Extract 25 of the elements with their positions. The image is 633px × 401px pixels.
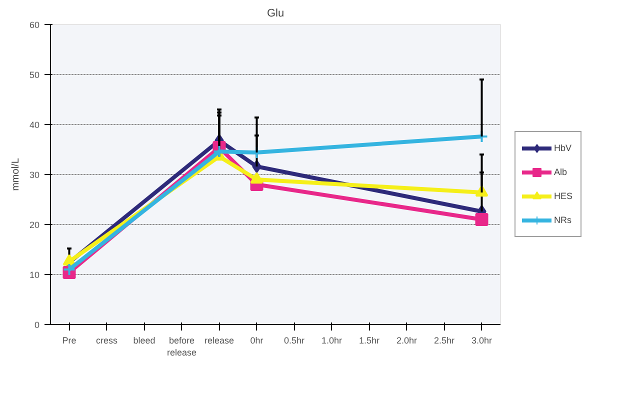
x-tick-label: Pre [62, 336, 76, 346]
legend-label: Alb [554, 167, 568, 177]
y-tick-label: 50 [29, 70, 40, 80]
x-tick-label: cress [96, 336, 118, 346]
y-tick-label: 10 [29, 270, 40, 280]
x-tick-label: 0.5hr [284, 336, 305, 346]
x-tick-label: release [204, 336, 234, 346]
x-tick-label: 1.5hr [358, 336, 380, 346]
x-tick-label: 2.0hr [396, 336, 418, 346]
y-tick-label: 30 [29, 170, 40, 180]
legend-label: NRs [554, 215, 572, 225]
chart-title: Glu [266, 8, 284, 20]
y-tick-label: 0 [34, 320, 40, 330]
x-tick-label: bleed [133, 336, 156, 346]
x-tick-label: 0hr [250, 336, 264, 346]
y-axis-title: mmol/L [10, 158, 22, 191]
y-tick-label: 40 [29, 120, 40, 130]
y-tick-label: 60 [29, 20, 40, 30]
legend-label: HES [554, 191, 574, 201]
x-tick-label: 3.0hr [471, 336, 492, 346]
x-tick-label: 1.0hr [321, 336, 342, 346]
x-tick-label: before release [166, 336, 197, 358]
y-tick-label: 20 [29, 220, 40, 230]
x-tick-label: 2.5hr [434, 336, 455, 346]
legend-label: HbV [554, 143, 573, 153]
